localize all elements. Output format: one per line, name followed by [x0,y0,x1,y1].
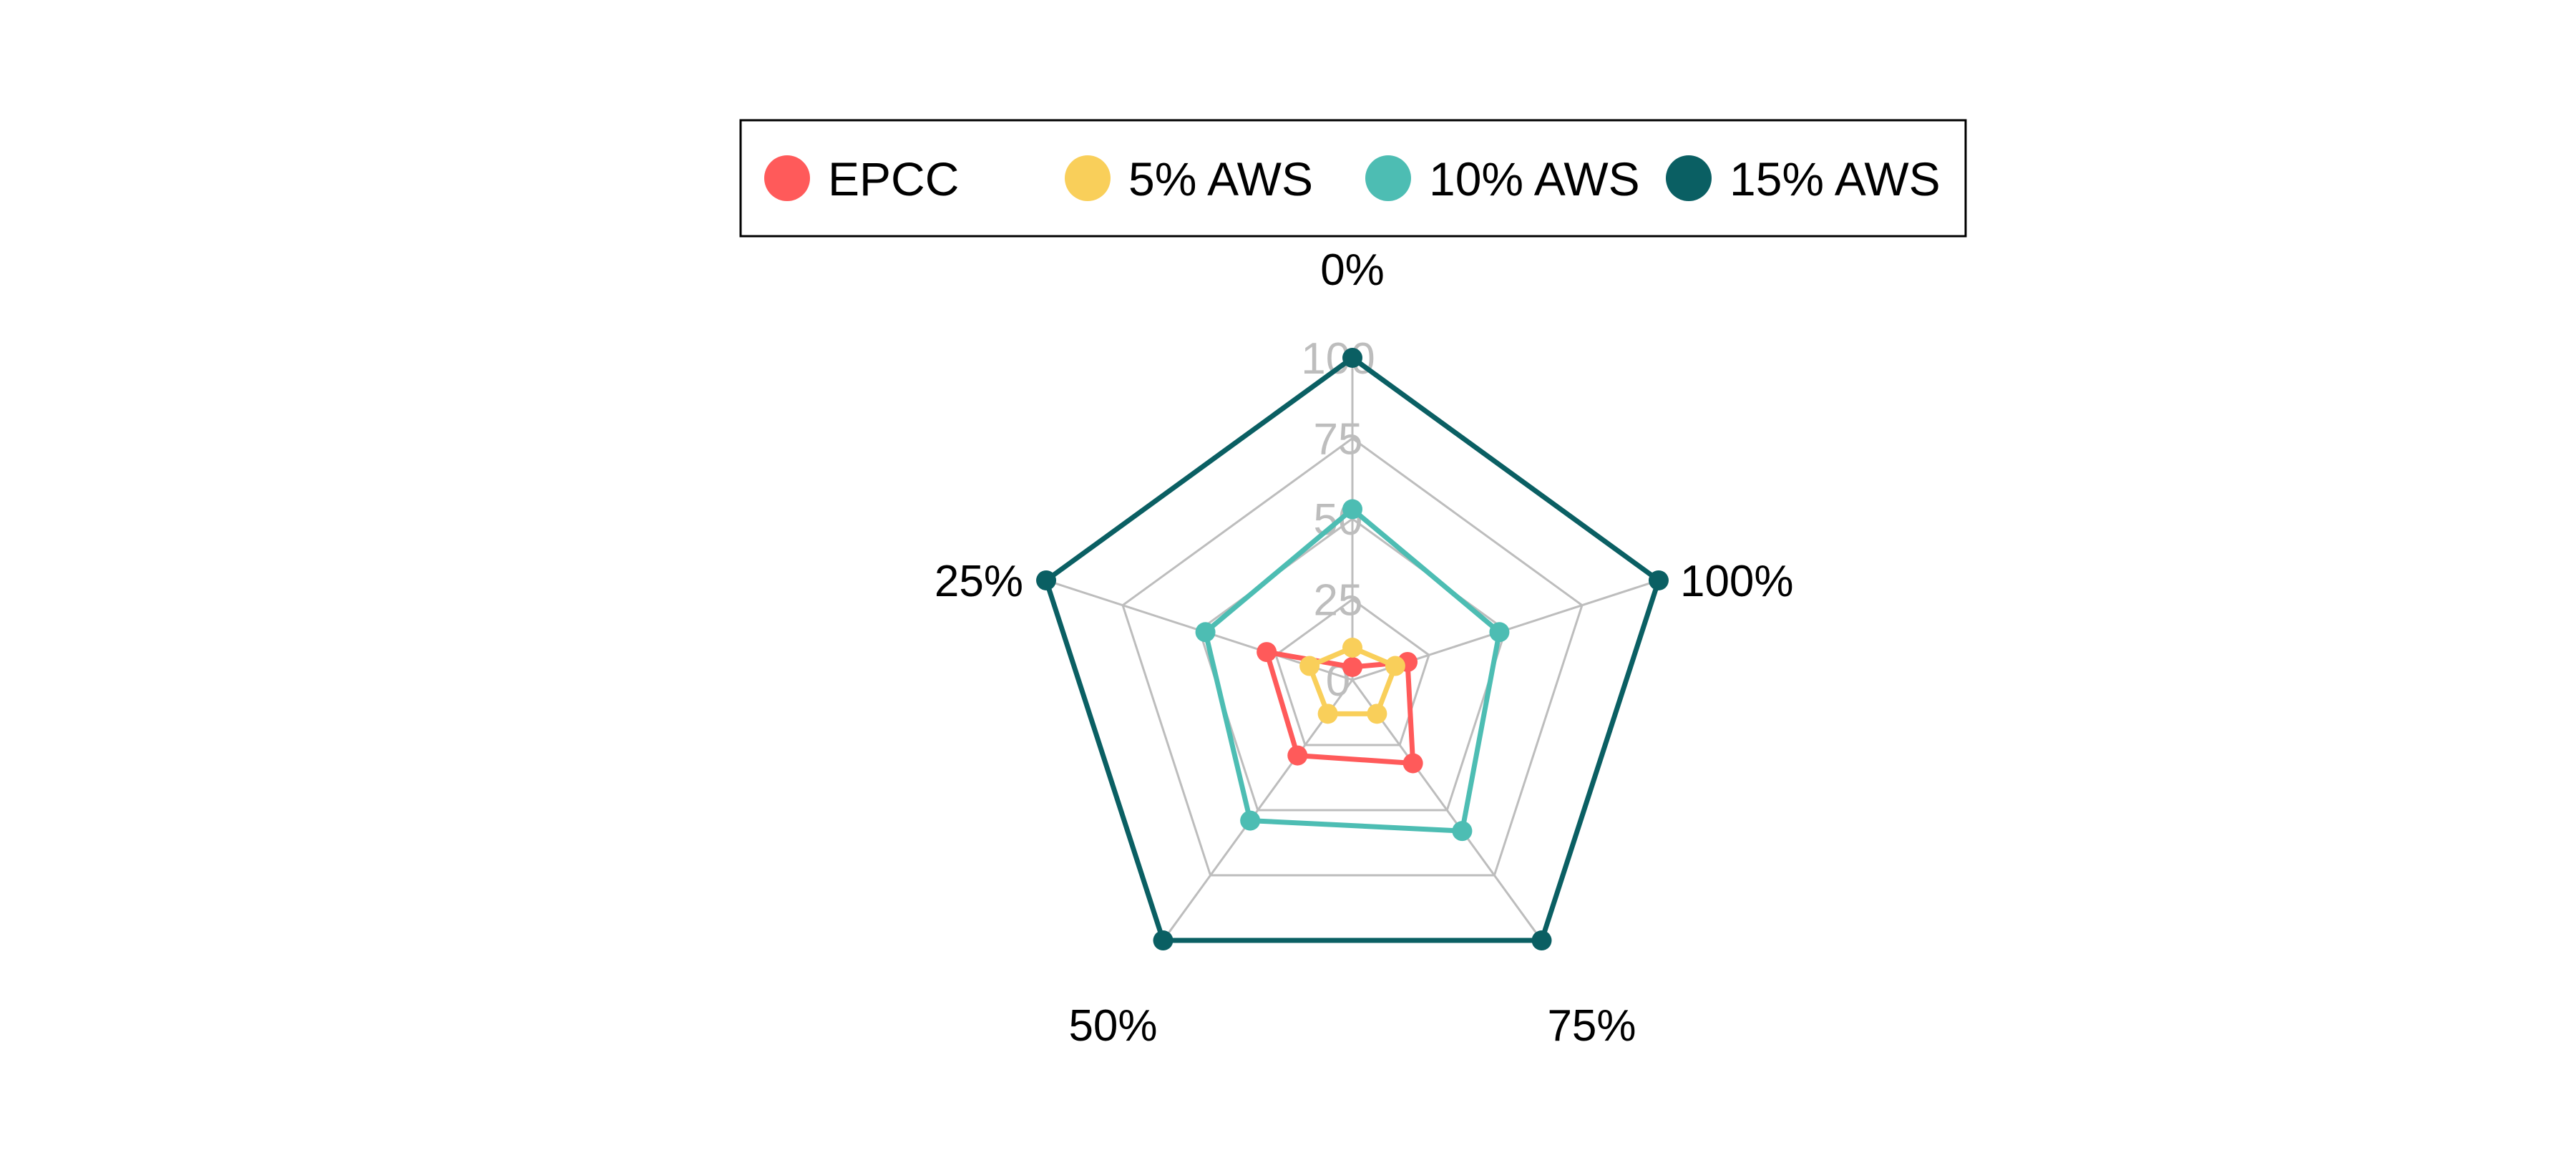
radial-tick-label: 25 [1314,576,1363,626]
data-point [1342,348,1362,368]
legend-marker [1666,155,1712,201]
series-layer [1036,348,1669,951]
grid-ring [1274,598,1430,746]
grid-spoke [1162,679,1354,941]
data-point [1489,622,1510,643]
grid-spoke [1351,679,1543,941]
data-point [1240,810,1261,831]
legend-label: 15% AWS [1729,152,1941,205]
axis-label-layer: 0% 100% 75% 50% 25% [935,245,1794,1051]
legend-label: 5% AWS [1128,152,1313,205]
radial-tick-label: 75 [1314,415,1363,464]
axis-label: 25% [935,557,1023,606]
series-group [1299,638,1405,724]
data-point [1342,638,1362,658]
legend-frame [739,119,1967,238]
axis-label: 0% [1320,245,1385,295]
data-point [1367,704,1387,724]
data-point [1531,930,1552,951]
axis-label: 50% [1068,1001,1157,1051]
data-point [1195,622,1216,643]
axis-label: 75% [1547,1001,1636,1051]
series-group [1195,499,1510,842]
data-point [1153,930,1174,951]
axis-label: 100% [1680,557,1794,606]
radial-tick-label: 100 [1301,334,1375,384]
data-point [1036,570,1057,590]
data-point [1648,570,1669,590]
series-line [1203,507,1502,834]
legend: EPCC 5% AWS 10% AWS 15% AWS [739,119,1967,238]
data-point [1257,642,1277,663]
data-point [1402,753,1423,774]
legend-label: EPCC [828,152,959,205]
legend-label: 10% AWS [1429,152,1640,205]
data-point [1342,657,1362,677]
series-line [1043,355,1662,943]
series-group [1036,348,1669,951]
legend-marker [1065,155,1111,201]
grid-ring [1121,437,1584,877]
legend-marker [764,155,810,201]
data-point [1299,656,1320,676]
legend-marker [1365,155,1411,201]
grid-ring [1198,517,1507,812]
data-point [1385,656,1405,676]
data-point [1287,745,1308,766]
data-point [1342,499,1362,520]
data-point [1317,704,1338,724]
data-point [1452,821,1473,842]
